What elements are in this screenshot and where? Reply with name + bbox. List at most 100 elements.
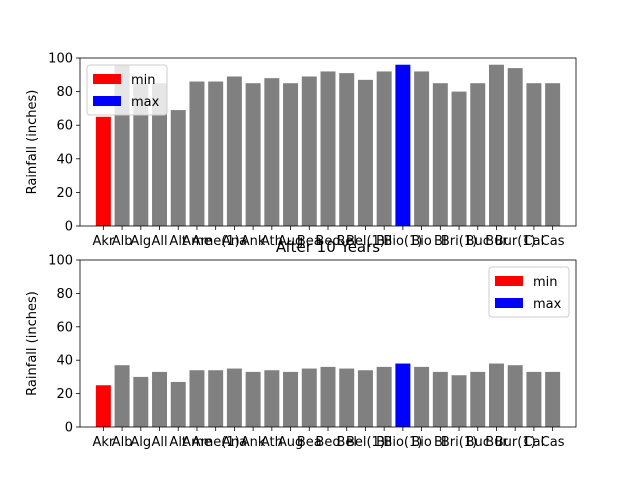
bar-Alb	[114, 365, 130, 427]
bar-Ath	[264, 370, 280, 427]
x-tick-label: Ame	[182, 435, 212, 450]
legend-label-min: min	[131, 73, 156, 88]
bar-Ank	[245, 83, 261, 226]
legend-label-min: min	[533, 275, 558, 290]
bar-Bea	[301, 368, 317, 427]
y-tick-label: 20	[56, 186, 73, 201]
x-tick-label: Bio(1)	[383, 435, 422, 450]
bar-Bio(1)	[395, 64, 411, 226]
bar-Alt	[170, 110, 186, 226]
legend: min max	[488, 266, 570, 318]
x-tick-label: Alt	[169, 234, 187, 249]
x-tick-label: Ame	[182, 234, 212, 249]
y-tick-label: 20	[56, 387, 73, 402]
x-tick-label: All	[151, 435, 167, 450]
x-tick-label: Bel	[336, 234, 357, 249]
bar-Ana	[226, 76, 242, 226]
x-tick-label: Bur	[485, 435, 508, 450]
bar-All	[152, 83, 168, 226]
bar-Alg	[133, 376, 149, 427]
x-tick-label: Bel	[336, 435, 357, 450]
y-tick-label: 60	[56, 119, 73, 134]
bar-Bed	[320, 71, 336, 226]
bar-Bed	[320, 366, 336, 427]
x-tick-label: Bl	[434, 435, 447, 450]
bar-Bel	[339, 73, 355, 227]
x-tick-label: Aug	[278, 435, 303, 450]
y-tick-label: 60	[56, 320, 73, 335]
x-tick-label: Bel(1)	[346, 435, 385, 450]
x-tick-label: Bur(1)	[495, 435, 536, 450]
bar-Bea	[301, 76, 317, 226]
bar-Alg	[133, 83, 149, 226]
bar-Aug	[283, 371, 299, 427]
y-tick-label: 80	[56, 85, 73, 100]
bar-Ame(1)	[208, 370, 224, 427]
y-tick-label: 100	[48, 52, 73, 67]
bar-Bl	[432, 83, 448, 226]
x-tick-label: Akr	[92, 234, 114, 249]
x-tick-label: Ame(1)	[192, 234, 240, 249]
bar-Bio	[414, 71, 430, 226]
bar-Bl	[432, 371, 448, 427]
x-tick-label: Bil	[376, 234, 392, 249]
x-tick-label: All	[151, 234, 167, 249]
bar-Cas	[545, 371, 561, 427]
legend-swatch-min	[495, 276, 523, 286]
bar-Bur	[488, 363, 504, 427]
x-tick-label: Ath	[261, 435, 283, 450]
bar-Ana	[226, 368, 242, 427]
x-tick-label: Bea	[297, 435, 322, 450]
legend-label-max: max	[533, 297, 562, 312]
bar-Bel	[339, 368, 355, 427]
y-tick-label: 40	[56, 152, 73, 167]
x-tick-label: Alg	[130, 435, 151, 450]
x-tick-label: Bil	[376, 435, 392, 450]
x-tick-label: Bl	[434, 234, 447, 249]
bar-Bel(1)	[357, 370, 373, 427]
y-tick-label: 0	[65, 220, 73, 235]
x-tick-label: Ana	[222, 234, 247, 249]
y-tick-label: 80	[56, 287, 73, 302]
x-tick-label: Bed	[315, 234, 340, 249]
y-tick-label: 40	[56, 354, 73, 369]
x-tick-label: Bea	[297, 234, 322, 249]
x-tick-label: Cas	[541, 435, 565, 450]
legend-swatch-max	[93, 96, 121, 106]
bar-Bil	[376, 71, 392, 226]
chart-title: After 10 Years	[276, 238, 380, 256]
x-tick-label: Bed	[315, 435, 340, 450]
bar-Bur(1)	[507, 68, 523, 226]
x-tick-label: Bel(1)	[346, 234, 385, 249]
bar-Buc	[470, 83, 486, 226]
x-tick-label: Akr	[92, 435, 114, 450]
x-tick-label: Bio(1)	[383, 234, 422, 249]
bar-Akr	[95, 385, 111, 427]
x-tick-label: Buc	[466, 234, 490, 249]
bar-Ame(1)	[208, 81, 224, 227]
x-tick-label: Bur	[485, 234, 508, 249]
y-axis-label: Rainfall (inches)	[25, 90, 40, 195]
x-tick-label: Cal	[524, 234, 545, 249]
bar-Ank	[245, 371, 261, 427]
legend-swatch-max	[495, 298, 523, 308]
bar-Ame	[189, 81, 205, 227]
x-tick-label: Ank	[241, 435, 266, 450]
x-tick-label: Ank	[241, 234, 266, 249]
x-tick-label: Alb	[112, 435, 133, 450]
x-tick-label: Alb	[112, 234, 133, 249]
bar-Bil	[376, 366, 392, 427]
x-tick-label: Cas	[541, 234, 565, 249]
x-tick-label: Ana	[222, 435, 247, 450]
x-tick-label: Buc	[466, 435, 490, 450]
bar-Ath	[264, 78, 280, 226]
legend-label-max: max	[131, 95, 160, 110]
x-tick-label: Bur(1)	[495, 234, 536, 249]
plot-frame	[79, 57, 577, 227]
x-tick-label: Alt	[169, 435, 187, 450]
bar-Bur(1)	[507, 365, 523, 427]
x-tick-label: Aug	[278, 234, 303, 249]
